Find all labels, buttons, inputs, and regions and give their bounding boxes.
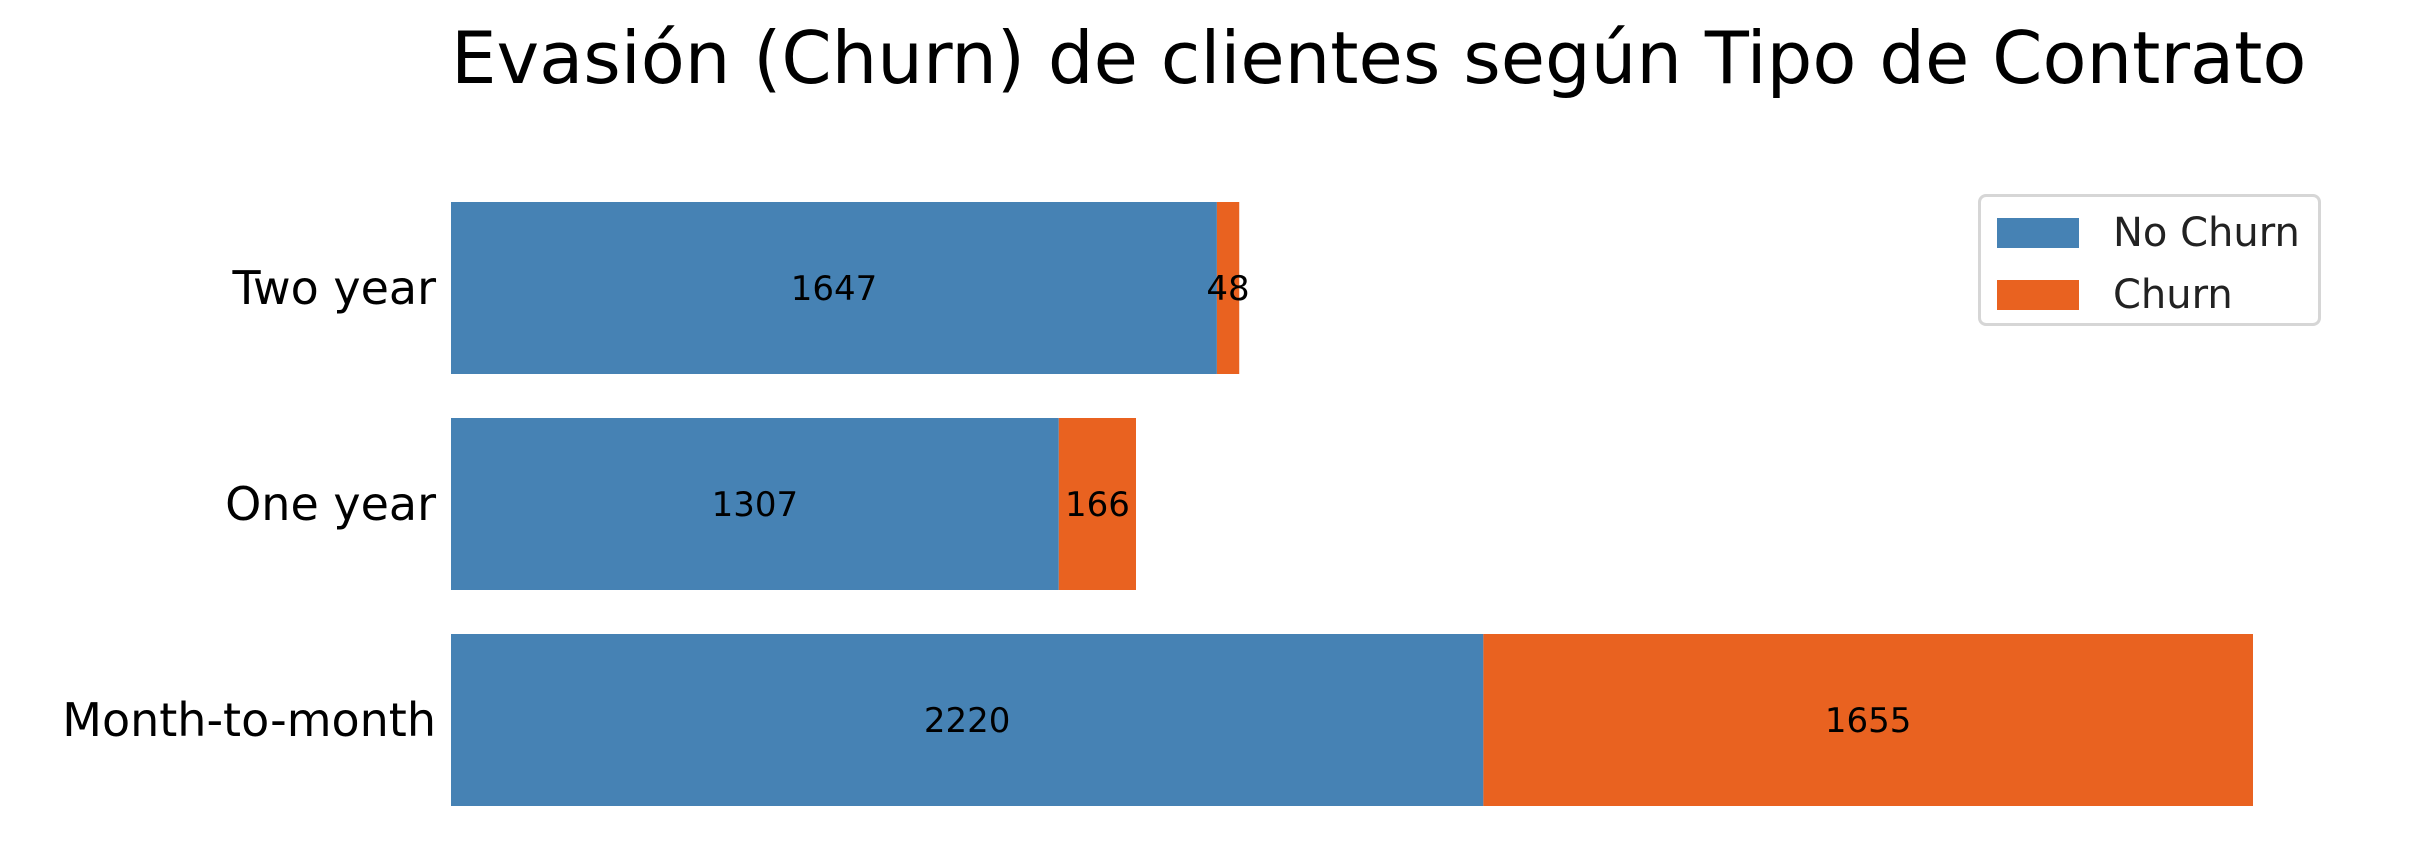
category-label-one-year: One year: [225, 477, 436, 531]
category-label-two-year: Two year: [232, 261, 437, 315]
category-label-month-to-month: Month-to-month: [62, 693, 436, 747]
legend-swatch-no-churn: [1997, 218, 2079, 248]
legend: No Churn Churn: [1978, 194, 2321, 326]
data-label-month-to-month-churn: 1655: [1825, 701, 1912, 741]
bar-one-year-churn: [1058, 418, 1136, 590]
legend-swatch-churn: [1997, 280, 2079, 310]
bar-month-to-month-no-churn: [451, 634, 1484, 806]
legend-label-no-churn: No Churn: [2113, 210, 2300, 256]
bar-month-to-month-churn: [1483, 634, 2253, 806]
data-label-month-to-month-no-churn: 2220: [924, 701, 1011, 741]
data-label-two-year-no-churn: 1647: [791, 269, 878, 309]
bar-two-year-no-churn: [451, 202, 1217, 374]
data-label-one-year-churn: 166: [1065, 485, 1130, 525]
data-label-two-year-churn: 48: [1206, 269, 1249, 309]
legend-item-no-churn: No Churn: [1997, 213, 2300, 253]
chart-title: Evasión (Churn) de clientes según Tipo d…: [451, 16, 2307, 100]
legend-item-churn: Churn: [1997, 275, 2233, 315]
bar-one-year-no-churn: [451, 418, 1059, 590]
legend-label-churn: Churn: [2113, 272, 2233, 318]
data-label-one-year-no-churn: 1307: [712, 485, 799, 525]
bar-two-year-churn: [1216, 202, 1240, 374]
